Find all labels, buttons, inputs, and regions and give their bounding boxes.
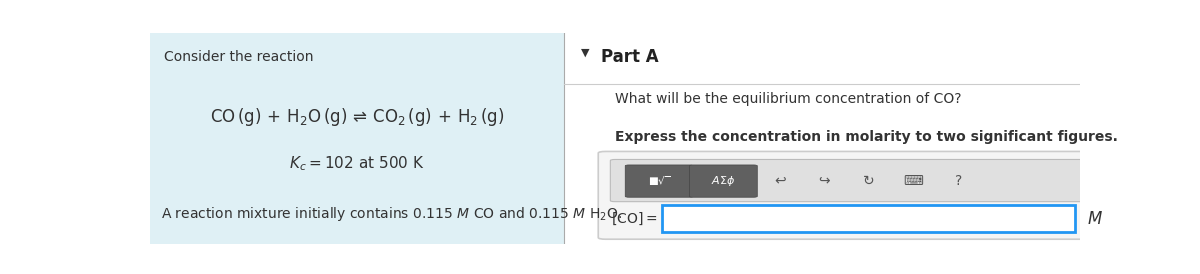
Text: A reaction mixture initially contains 0.115 $\mathit{M}$ CO and 0.115 $\mathit{M: A reaction mixture initially contains 0.… (161, 205, 622, 223)
FancyBboxPatch shape (690, 165, 757, 197)
Text: $[\mathrm{CO}] =$: $[\mathrm{CO}] =$ (611, 210, 656, 227)
Text: ⌨: ⌨ (904, 173, 924, 188)
Text: ↻: ↻ (863, 173, 875, 188)
Text: Part A: Part A (601, 48, 659, 66)
FancyBboxPatch shape (625, 165, 694, 197)
FancyBboxPatch shape (150, 33, 564, 244)
Text: Consider the reaction: Consider the reaction (164, 50, 313, 64)
Text: $\blacksquare\sqrt{\,}$: $\blacksquare\sqrt{\,}$ (648, 174, 671, 188)
Text: Express the concentration in molarity to two significant figures.: Express the concentration in molarity to… (616, 130, 1118, 144)
Text: $\mathit{M}$: $\mathit{M}$ (1086, 210, 1103, 227)
FancyBboxPatch shape (599, 152, 1111, 239)
Text: ▼: ▼ (581, 48, 589, 58)
Text: $A\Sigma\phi$: $A\Sigma\phi$ (712, 174, 736, 188)
FancyBboxPatch shape (661, 205, 1075, 232)
Text: What will be the equilibrium concentration of CO?: What will be the equilibrium concentrati… (616, 92, 961, 106)
Text: ?: ? (954, 173, 961, 188)
Text: ↪: ↪ (818, 173, 830, 188)
FancyBboxPatch shape (611, 159, 1099, 202)
Text: ↩: ↩ (774, 173, 786, 188)
Text: $K_c = 102\ \mathrm{at\ 500\ K}$: $K_c = 102\ \mathrm{at\ 500\ K}$ (289, 154, 425, 173)
Text: $\mathrm{CO\,(g)\, +\, H_2O\,(g)\, \rightleftharpoons\, CO_2\,(g)\, +\, H_2\,(g): $\mathrm{CO\,(g)\, +\, H_2O\,(g)\, \righ… (210, 106, 504, 128)
